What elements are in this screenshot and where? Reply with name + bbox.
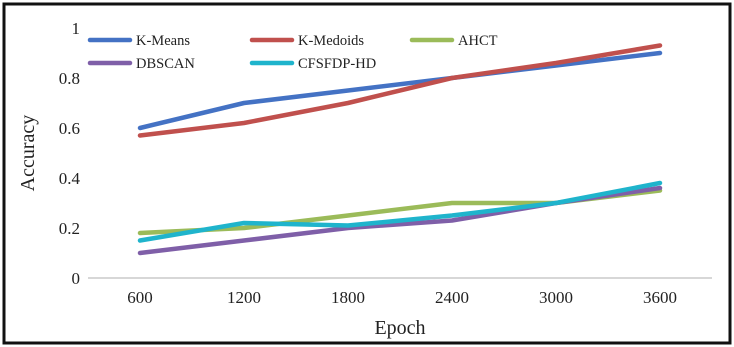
x-tick-label: 3600	[643, 288, 677, 307]
y-axis-ticks: 0 0.2 0.4 0.6 0.8 1	[59, 19, 81, 288]
y-tick-label: 0	[72, 269, 81, 288]
x-tick-label: 2400	[435, 288, 469, 307]
legend-label: K-Means	[136, 33, 190, 49]
series-line-k-medoids	[137, 43, 663, 138]
y-tick-label: 1	[72, 19, 81, 38]
legend-label: DBSCAN	[136, 56, 195, 72]
x-tick-label: 1200	[227, 288, 261, 307]
legend-label: K-Medoids	[298, 33, 364, 49]
x-tick-label: 600	[127, 288, 153, 307]
series-line-cfsfdp-hd	[137, 180, 663, 243]
x-axis-ticks: 600 1200 1800 2400 3000 3600	[127, 288, 677, 307]
y-tick-label: 0.8	[59, 69, 80, 88]
x-axis-title: Epoch	[374, 317, 425, 339]
x-tick-label: 1800	[331, 288, 365, 307]
legend-label: CFSFDP-HD	[298, 56, 376, 72]
y-tick-label: 0.4	[59, 169, 81, 188]
y-tick-label: 0.6	[59, 119, 80, 138]
y-tick-label: 0.2	[59, 219, 80, 238]
y-axis-title: Accuracy	[17, 115, 39, 192]
legend-label: AHCT	[458, 33, 498, 49]
series-lines	[137, 43, 663, 256]
x-tick-label: 3000	[539, 288, 573, 307]
series-line-k-means	[137, 50, 663, 131]
legend: K-Means K-Medoids AHCT DBSCAN CFSFDP-HD	[87, 33, 498, 72]
